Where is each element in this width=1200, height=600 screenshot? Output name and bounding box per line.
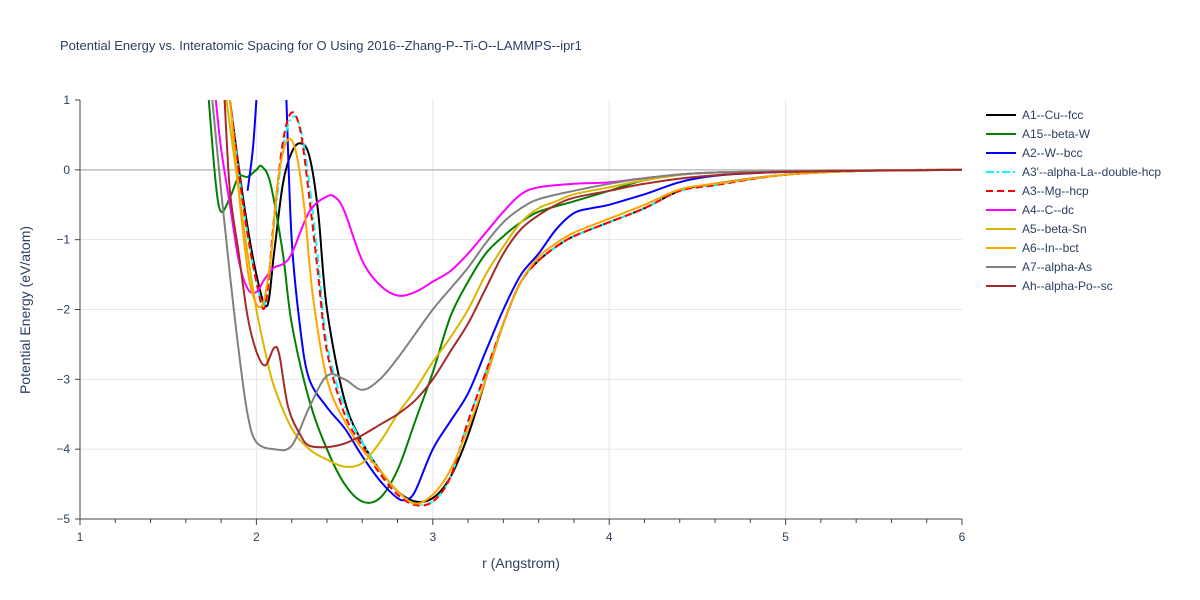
- legend-item-a7-alpha-as[interactable]: A7--alpha-As: [986, 260, 1092, 274]
- legend-item-a4-c-dc[interactable]: A4--C--dc: [986, 203, 1074, 217]
- y-tick-label: −1: [56, 233, 70, 247]
- x-axis-title: r (Angstrom): [482, 555, 560, 571]
- legend-label: A5--beta-Sn: [1022, 222, 1087, 236]
- x-tick-label: 5: [782, 530, 789, 544]
- legend-label: A15--beta-W: [1022, 127, 1091, 141]
- legend-label: A6--In--bct: [1022, 241, 1079, 255]
- legend-item-a15-beta-w[interactable]: A15--beta-W: [986, 127, 1091, 141]
- series-line-ah-alpha-po-sc: [223, 100, 962, 449]
- y-tick-label: −3: [56, 372, 70, 386]
- series-line-a1-cu-fcc: [228, 100, 962, 504]
- y-tick-label: −2: [56, 303, 70, 317]
- series-line-a15-beta-w: [207, 100, 962, 504]
- legend-label: A3--Mg--hcp: [1022, 184, 1089, 198]
- x-tick-label: 4: [606, 530, 613, 544]
- y-tick-label: 0: [63, 163, 70, 177]
- series-line-a2-w-bcc-cont: [285, 100, 962, 502]
- legend-item-a2-w-bcc[interactable]: A2--W--bcc: [986, 146, 1082, 160]
- legend-item-a6-in-bct[interactable]: A6--In--bct: [986, 241, 1079, 255]
- x-tick-label: 1: [77, 530, 84, 544]
- chart-title: Potential Energy vs. Interatomic Spacing…: [60, 38, 582, 53]
- axes: [75, 99, 963, 525]
- legend-label: A3'--alpha-La--double-hcp: [1022, 165, 1161, 179]
- legend-item-a3-alpha-la-double-hcp[interactable]: A3'--alpha-La--double-hcp: [986, 165, 1161, 179]
- legend-label: Ah--alpha-Po--sc: [1022, 279, 1113, 293]
- legend-label: A7--alpha-As: [1022, 260, 1092, 274]
- tick-labels: 1 2 3 4 5 6 1 0 −1 −2 −3 −4 −5: [56, 93, 965, 544]
- y-tick-label: 1: [63, 93, 70, 107]
- legend-item-ah-alpha-po-sc[interactable]: Ah--alpha-Po--sc: [986, 279, 1113, 293]
- y-tick-label: −5: [56, 512, 70, 526]
- series-line-a3-mg-hcp: [228, 100, 962, 507]
- legend: A1--Cu--fcc A15--beta-W A2--W--bcc A3'--alp…: [986, 108, 1161, 293]
- x-tick-label: 6: [959, 530, 966, 544]
- series-line-a5-beta-sn: [225, 100, 962, 468]
- legend-label: A4--C--dc: [1022, 203, 1074, 217]
- legend-label: A1--Cu--fcc: [1022, 108, 1083, 122]
- x-tick-label: 3: [429, 530, 436, 544]
- legend-item-a5-beta-sn[interactable]: A5--beta-Sn: [986, 222, 1087, 236]
- plot-area: [207, 100, 962, 507]
- legend-item-a1-cu-fcc[interactable]: A1--Cu--fcc: [986, 108, 1083, 122]
- y-axis-title: Potential Energy (eV/atom): [17, 226, 33, 394]
- x-tick-label: 2: [253, 530, 260, 544]
- series-group: [207, 100, 962, 507]
- legend-item-a3-mg-hcp[interactable]: A3--Mg--hcp: [986, 184, 1089, 198]
- legend-label: A2--W--bcc: [1022, 146, 1082, 160]
- y-tick-label: −4: [56, 442, 70, 456]
- series-line-a6-in-bct: [228, 100, 962, 505]
- series-line-a7-alpha-as: [211, 100, 962, 452]
- series-line-a2-w-bcc: [246, 100, 258, 191]
- series-line-a4-c-dc: [214, 100, 962, 297]
